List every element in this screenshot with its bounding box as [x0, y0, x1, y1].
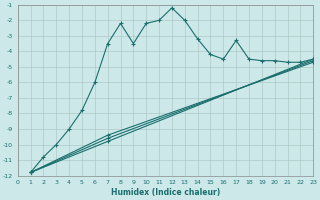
X-axis label: Humidex (Indice chaleur): Humidex (Indice chaleur) — [111, 188, 220, 197]
